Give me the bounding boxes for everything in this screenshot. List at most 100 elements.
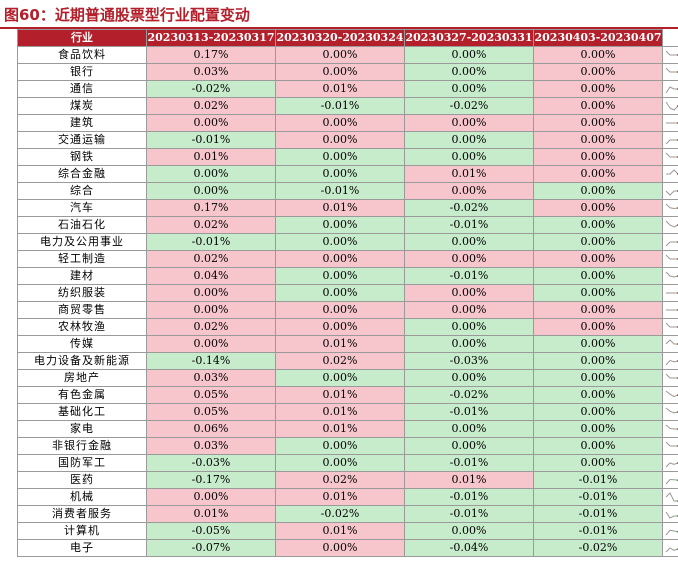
industry-name-cell: 商贸零售	[17, 301, 147, 319]
sparkline-trend	[665, 101, 678, 111]
sparkline-trend	[665, 529, 678, 536]
value-cell-week-2: 0.01%	[275, 386, 405, 404]
sparkline-icon	[665, 390, 678, 398]
sparkline-icon	[665, 152, 678, 158]
header-spark	[662, 29, 678, 47]
sparkline-trend	[665, 359, 678, 366]
value-cell-week-4: 0.00%	[533, 420, 663, 438]
value-cell-week-1: 0.00%	[146, 335, 276, 353]
value-cell-week-3: -0.01%	[404, 454, 534, 472]
sparkline-trend	[665, 424, 678, 430]
value-cell-week-4: 0.00%	[533, 114, 663, 132]
sparkline-icon	[665, 241, 678, 247]
table-row: 农林牧渔 0.02% 0.00% 0.00% 0.00%	[17, 318, 678, 336]
table-row: 交通运输 -0.01% 0.00% 0.00% 0.00%	[17, 131, 678, 149]
value-cell-week-4: 0.00%	[533, 301, 663, 319]
sparkline-trend	[665, 407, 678, 414]
sparkline-trend	[665, 271, 678, 278]
value-cell-week-4: 0.00%	[533, 80, 663, 98]
sparkline-cell	[662, 352, 678, 370]
value-cell-week-2: 0.00%	[275, 216, 405, 234]
value-cell-week-2: 0.00%	[275, 539, 405, 557]
value-cell-week-2: -0.01%	[275, 97, 405, 115]
sparkline-cell	[662, 403, 678, 421]
sparkline-cell	[662, 539, 678, 557]
value-cell-week-3: -0.01%	[404, 216, 534, 234]
value-cell-week-3: 0.01%	[404, 471, 534, 489]
value-cell-week-3: 0.00%	[404, 148, 534, 166]
industry-name-cell: 电力及公用事业	[17, 233, 147, 251]
value-cell-week-3: 0.00%	[404, 46, 534, 64]
sparkline-cell	[662, 63, 678, 81]
value-cell-week-2: 0.00%	[275, 114, 405, 132]
footer-source-note	[4, 553, 674, 563]
sparkline-icon	[665, 339, 678, 345]
table-row: 电子 -0.07% 0.00% -0.04% -0.02%	[17, 539, 678, 557]
industry-name-cell: 通信	[17, 80, 147, 98]
value-cell-week-1: 0.04%	[146, 267, 276, 285]
value-cell-week-3: 0.00%	[404, 420, 534, 438]
value-cell-week-1: -0.17%	[146, 471, 276, 489]
value-cell-week-4: 0.00%	[533, 403, 663, 421]
sparkline-icon	[665, 407, 678, 414]
value-cell-week-2: 0.00%	[275, 284, 405, 302]
sparkline-trend	[665, 220, 678, 228]
table-row: 机械 0.00% 0.01% -0.01% -0.01%	[17, 488, 678, 506]
sparkline-icon	[665, 101, 678, 111]
table-row: 通信 -0.02% 0.01% 0.00% 0.00%	[17, 80, 678, 98]
table-row: 商贸零售 0.00% 0.00% 0.00% 0.00%	[17, 301, 678, 319]
value-cell-week-2: 0.00%	[275, 369, 405, 387]
sparkline-cell	[662, 114, 678, 132]
value-cell-week-4: -0.01%	[533, 471, 663, 489]
value-cell-week-4: 0.00%	[533, 148, 663, 166]
sparkline-icon	[665, 322, 678, 328]
value-cell-week-1: 0.03%	[146, 437, 276, 455]
value-cell-week-1: 0.01%	[146, 505, 276, 523]
sparkline-icon	[665, 441, 678, 447]
industry-name-cell: 综合	[17, 182, 147, 200]
industry-name-cell: 建材	[17, 267, 147, 285]
sparkline-trend	[665, 479, 678, 485]
sparkline-cell	[662, 437, 678, 455]
sparkline-cell	[662, 522, 678, 540]
value-cell-week-3: 0.00%	[404, 63, 534, 81]
value-cell-week-1: 0.01%	[146, 148, 276, 166]
table-row: 非银行金融 0.03% 0.00% 0.00% 0.00%	[17, 437, 678, 455]
sparkline-trend	[665, 152, 678, 158]
industry-name-cell: 建筑	[17, 114, 147, 132]
value-cell-week-2: -0.02%	[275, 505, 405, 523]
sparkline-trend	[665, 139, 678, 145]
sparkline-cell	[662, 131, 678, 149]
value-cell-week-4: -0.01%	[533, 505, 663, 523]
value-cell-week-1: 0.05%	[146, 386, 276, 404]
value-cell-week-1: 0.05%	[146, 403, 276, 421]
sparkline-trend	[666, 169, 678, 175]
value-cell-week-1: 0.00%	[146, 301, 276, 319]
value-cell-week-3: -0.01%	[404, 505, 534, 523]
value-cell-week-4: 0.00%	[533, 267, 663, 285]
sparkline-cell	[662, 46, 678, 64]
sparkline-cell	[662, 165, 678, 183]
sparkline-trend	[665, 203, 678, 209]
table-row: 传媒 0.00% 0.01% 0.00% 0.00%	[17, 335, 678, 353]
sparkline-trend	[665, 86, 678, 94]
table-row: 房地产 0.03% 0.00% 0.00% 0.00%	[17, 369, 678, 387]
value-cell-week-4: -0.02%	[533, 539, 663, 557]
value-cell-week-3: -0.02%	[404, 97, 534, 115]
sparkline-trend	[665, 50, 678, 56]
table-row: 汽车 0.17% 0.01% -0.02% 0.00%	[17, 199, 678, 217]
sparkline-cell	[662, 505, 678, 523]
value-cell-week-2: 0.01%	[275, 335, 405, 353]
value-cell-week-2: 0.00%	[275, 46, 405, 64]
value-cell-week-2: 0.01%	[275, 403, 405, 421]
value-cell-week-2: 0.00%	[275, 267, 405, 285]
value-cell-week-1: -0.03%	[146, 454, 276, 472]
industry-name-cell: 食品饮料	[17, 46, 147, 64]
value-cell-week-4: -0.01%	[533, 488, 663, 506]
table-row: 钢铁 0.01% 0.00% 0.00% 0.00%	[17, 148, 678, 166]
sparkline-icon	[665, 139, 678, 145]
sparkline-icon	[665, 359, 678, 366]
value-cell-week-3: 0.00%	[404, 182, 534, 200]
value-cell-week-1: 0.03%	[146, 63, 276, 81]
industry-name-cell: 钢铁	[17, 148, 147, 166]
